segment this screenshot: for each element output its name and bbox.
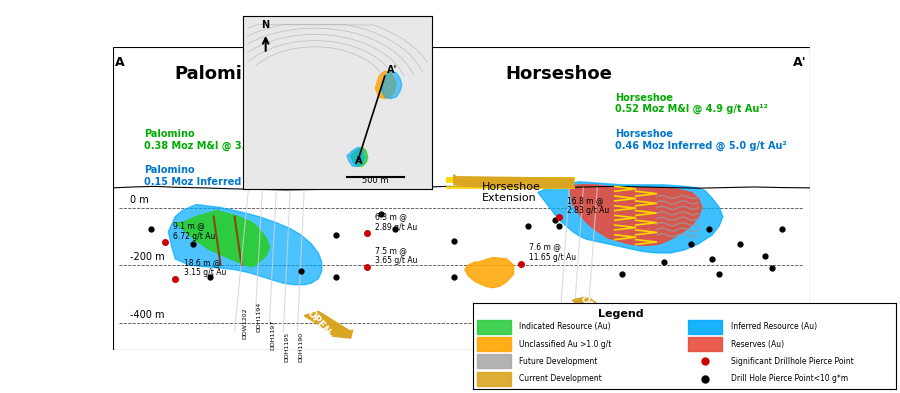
Text: Palomino: Palomino [175, 65, 267, 83]
Text: -400 m: -400 m [130, 310, 165, 320]
Polygon shape [176, 211, 269, 266]
Text: 0 m: 0 m [130, 195, 148, 204]
Text: Horseshoe
0.52 Moz M&I @ 4.9 g/t Au¹²: Horseshoe 0.52 Moz M&I @ 4.9 g/t Au¹² [615, 93, 768, 114]
Bar [477, 372, 510, 386]
Text: A': A' [793, 56, 806, 69]
Text: Indicated Resource (Au): Indicated Resource (Au) [519, 322, 611, 331]
Text: 500 m: 500 m [362, 176, 389, 185]
Polygon shape [464, 257, 514, 288]
Text: 9.1 m @
6.72 g/t Au: 9.1 m @ 6.72 g/t Au [173, 221, 216, 241]
Text: Significant Drillhole Pierce Point: Significant Drillhole Pierce Point [731, 357, 853, 366]
Text: DDH1190: DDH1190 [298, 332, 303, 362]
Text: DDH1194: DDH1194 [256, 301, 262, 332]
Text: Unclassified Au >1.0 g/t: Unclassified Au >1.0 g/t [519, 340, 611, 349]
Text: 18.6 m @
3.15 g/t Au: 18.6 m @ 3.15 g/t Au [184, 258, 226, 277]
Bar [477, 320, 510, 334]
Text: OPEN: OPEN [305, 308, 332, 337]
FancyArrow shape [572, 296, 618, 326]
Text: Inferred Resource (Au): Inferred Resource (Au) [731, 322, 816, 331]
Text: OPEN: OPEN [578, 294, 603, 324]
Text: Horseshoe
Extension: Horseshoe Extension [482, 182, 541, 203]
Text: A: A [355, 156, 362, 166]
Text: 7.5 m @
3.65 g/t Au: 7.5 m @ 3.65 g/t Au [375, 246, 418, 265]
Polygon shape [538, 182, 723, 253]
Text: UGD0007: UGD0007 [577, 325, 581, 352]
Text: DDH1197: DDH1197 [270, 320, 275, 350]
Text: UGD0086: UGD0086 [563, 320, 569, 346]
Text: UGD0004: UGD0004 [590, 332, 595, 358]
Bar [688, 320, 722, 334]
Text: Drill Hole Pierce Point<10 g*m: Drill Hole Pierce Point<10 g*m [731, 374, 848, 383]
FancyArrow shape [304, 311, 353, 338]
Text: A': A' [387, 65, 397, 75]
Text: DDH1195: DDH1195 [284, 332, 290, 362]
Text: A: A [114, 56, 124, 69]
Text: Current Development: Current Development [519, 374, 602, 383]
Text: Future Development: Future Development [519, 357, 598, 366]
Text: DDW1202: DDW1202 [242, 307, 248, 339]
Polygon shape [168, 204, 322, 285]
Text: 16.8 m @
2.83 g/t Au: 16.8 m @ 2.83 g/t Au [567, 196, 609, 215]
Text: Palomino
0.15 Moz Inferred @ 2.4 g/t Au²: Palomino 0.15 Moz Inferred @ 2.4 g/t Au² [144, 165, 316, 187]
Text: Horseshoe
0.46 Moz Inferred @ 5.0 g/t Au²: Horseshoe 0.46 Moz Inferred @ 5.0 g/t Au… [615, 129, 787, 151]
Polygon shape [351, 147, 368, 166]
Text: Legend: Legend [598, 309, 644, 319]
Polygon shape [570, 185, 702, 245]
Bar [477, 337, 510, 351]
Polygon shape [347, 147, 364, 166]
Bar [477, 354, 510, 368]
Bar [688, 337, 722, 351]
Text: 7.6 m @
11.65 g/t Au: 7.6 m @ 11.65 g/t Au [529, 242, 576, 262]
Polygon shape [176, 211, 269, 266]
Text: N: N [262, 20, 270, 29]
Text: -200 m: -200 m [130, 252, 165, 262]
Text: Horseshoe: Horseshoe [506, 65, 612, 83]
Text: 6.3 m @
2.89 g/t Au: 6.3 m @ 2.89 g/t Au [375, 212, 418, 232]
Polygon shape [381, 71, 401, 99]
Polygon shape [375, 71, 396, 99]
Text: Palomino
0.38 Moz M&I @ 3.2 g/t Au²: Palomino 0.38 Moz M&I @ 3.2 g/t Au² [144, 129, 292, 151]
Text: Reserves (Au): Reserves (Au) [731, 340, 784, 349]
